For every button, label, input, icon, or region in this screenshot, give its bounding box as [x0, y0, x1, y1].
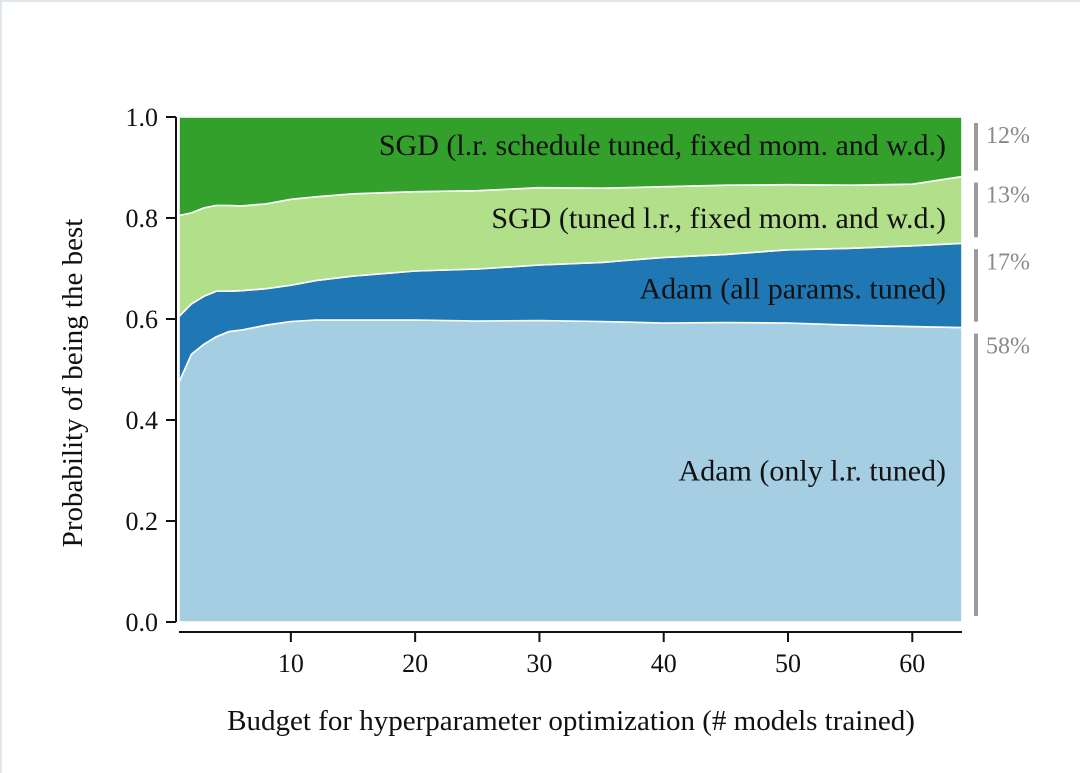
x-tick-label: 10: [278, 649, 304, 678]
share-label-3: 13%: [986, 183, 1030, 209]
y-tick-label: 1.0: [126, 103, 159, 132]
share-label-2: 17%: [986, 249, 1030, 275]
x-axis-label: Budget for hyperparameter optimization (…: [227, 705, 915, 737]
area-4: [178, 116, 963, 217]
series-label-3: SGD (tuned l.r., fixed mom. and w.d.): [491, 202, 946, 235]
x-tick-label: 50: [775, 649, 801, 678]
axes: 0.0 0.2 0.4 0.6 0.8 1.0 10 20 30 40 50 60: [126, 103, 962, 678]
share-label-1: 58%: [986, 334, 1030, 360]
x-tick-label: 40: [651, 649, 677, 678]
x-tick-label: 20: [402, 649, 428, 678]
series-label-1: Adam (only l.r. tuned): [679, 455, 946, 488]
y-tick-label: 0.2: [126, 507, 159, 536]
share-label-4: 12%: [986, 123, 1030, 149]
series-labels: Adam (only l.r. tuned) Adam (all params. …: [379, 129, 946, 488]
x-tick-label: 60: [899, 649, 925, 678]
series-label-2: Adam (all params. tuned): [639, 273, 946, 306]
y-tick-label: 0.8: [126, 204, 159, 233]
series-label-4: SGD (l.r. schedule tuned, fixed mom. and…: [379, 129, 946, 162]
y-tick-label: 0.6: [126, 305, 159, 334]
y-tick-label: 0.0: [126, 608, 159, 637]
share-brackets: 58% 17% 13% 12%: [974, 123, 1030, 616]
area-layers: [178, 116, 963, 623]
y-tick-label: 0.4: [126, 406, 159, 435]
y-axis-label: Probability of being the best: [57, 219, 89, 548]
x-tick-label: 30: [526, 649, 552, 678]
